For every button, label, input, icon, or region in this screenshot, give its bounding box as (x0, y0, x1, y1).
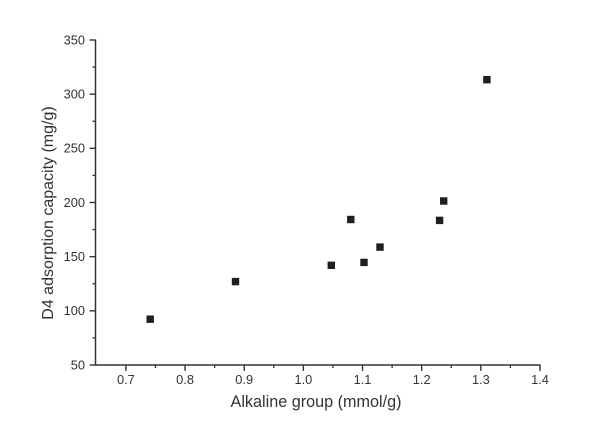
svg-text:100: 100 (64, 303, 85, 318)
svg-text:150: 150 (64, 249, 85, 264)
svg-text:1.0: 1.0 (294, 372, 312, 387)
svg-text:0.7: 0.7 (117, 372, 135, 387)
svg-text:350: 350 (64, 32, 85, 47)
svg-text:300: 300 (64, 87, 85, 102)
svg-text:1.2: 1.2 (413, 372, 431, 387)
svg-text:1.3: 1.3 (472, 372, 490, 387)
svg-text:200: 200 (64, 195, 85, 210)
svg-text:250: 250 (64, 141, 85, 156)
svg-text:D4 adsorption capacity (mg/g): D4 adsorption capacity (mg/g) (40, 106, 57, 319)
svg-text:1.1: 1.1 (354, 372, 372, 387)
svg-text:0.9: 0.9 (235, 372, 253, 387)
svg-text:50: 50 (71, 357, 85, 372)
svg-text:0.8: 0.8 (176, 372, 194, 387)
svg-text:Alkaline group (mmol/g): Alkaline group (mmol/g) (231, 393, 402, 411)
svg-text:1.4: 1.4 (531, 372, 549, 387)
